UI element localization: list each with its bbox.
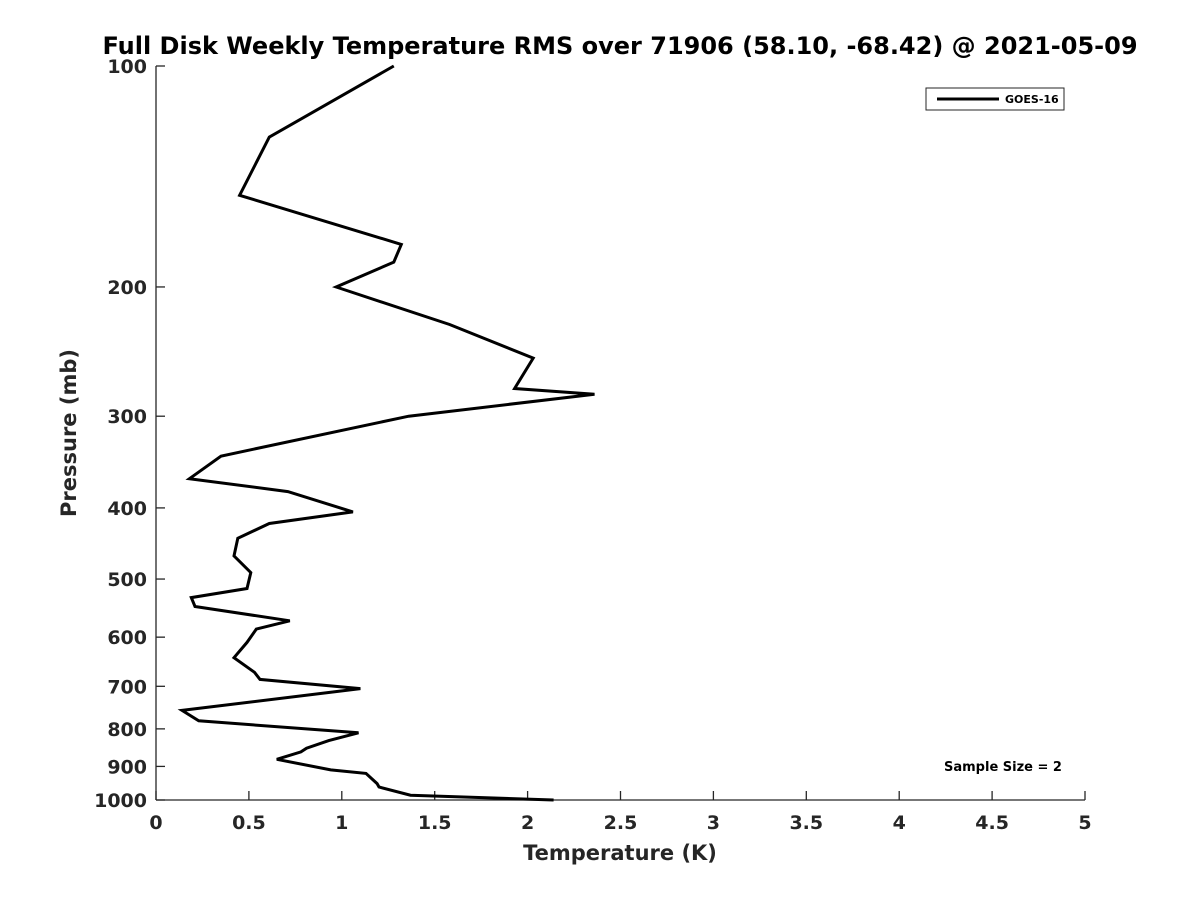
x-tick-label: 0.5 [232, 812, 266, 834]
x-ticks: 0 0.5 1 1.5 2 2.5 3 3.5 4 4.5 5 [149, 791, 1092, 834]
y-tick-label: 200 [107, 277, 147, 299]
chart-title: Full Disk Weekly Temperature RMS over 71… [102, 32, 1137, 60]
y-ticks: 100 200 300 400 500 600 700 800 900 1000 [94, 56, 165, 812]
y-tick-label: 100 [107, 56, 147, 78]
y-tick-label: 1000 [94, 790, 147, 812]
sample-size-annotation: Sample Size = 2 [944, 760, 1062, 775]
y-axis-label: Pressure (mb) [57, 349, 81, 517]
x-tick-label: 1 [335, 812, 348, 834]
y-tick-label: 600 [107, 627, 147, 649]
legend: GOES-16 [925, 87, 1065, 111]
y-tick-label: 800 [107, 719, 147, 741]
x-tick-label: 5 [1078, 812, 1091, 834]
x-tick-label: 0 [149, 812, 162, 834]
series-line-goes-16 [177, 64, 595, 802]
x-tick-label: 2.5 [604, 812, 638, 834]
x-tick-label: 3 [707, 812, 720, 834]
x-tick-label: 1.5 [418, 812, 452, 834]
y-tick-label: 300 [107, 406, 147, 428]
x-tick-label: 4.5 [975, 812, 1009, 834]
x-tick-label: 4 [893, 812, 906, 834]
series-group [177, 64, 595, 802]
x-axis-label: Temperature (K) [523, 841, 717, 865]
y-tick-label: 500 [107, 569, 147, 591]
x-tick-label: 3.5 [789, 812, 823, 834]
legend-label: GOES-16 [1005, 93, 1059, 106]
y-tick-label: 900 [107, 756, 147, 778]
x-tick-label: 2 [521, 812, 534, 834]
y-tick-label: 700 [107, 676, 147, 698]
y-tick-label: 400 [107, 498, 147, 520]
